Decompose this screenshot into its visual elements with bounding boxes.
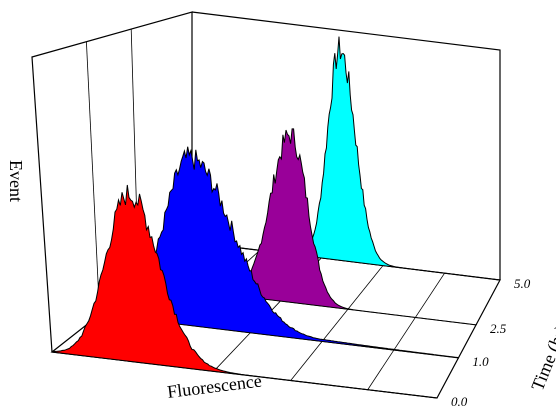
z-axis-ticks: 0.0 1.0 2.5 5.0 bbox=[451, 276, 531, 409]
x-axis-label: Fluorescence bbox=[166, 371, 263, 402]
histogram-series-0-0 bbox=[51, 184, 438, 399]
z-tick-label: 2.5 bbox=[490, 321, 507, 336]
histogram-series-5-0 bbox=[191, 36, 501, 281]
z-tick-label: 5.0 bbox=[514, 276, 531, 291]
floor-column-line bbox=[290, 265, 384, 381]
floor-column-line bbox=[367, 272, 445, 390]
histogram-series bbox=[51, 36, 501, 399]
z-tick-label: 0.0 bbox=[451, 394, 468, 409]
y-axis-label: Event bbox=[6, 160, 26, 202]
histogram-series-1-0 bbox=[99, 146, 459, 359]
z-axis-label: Time (hr) bbox=[527, 322, 556, 394]
back-wall bbox=[191, 11, 501, 280]
left-wall-gridline bbox=[86, 41, 100, 315]
left-wall bbox=[31, 11, 193, 353]
z-tick-label: 1.0 bbox=[472, 354, 489, 369]
